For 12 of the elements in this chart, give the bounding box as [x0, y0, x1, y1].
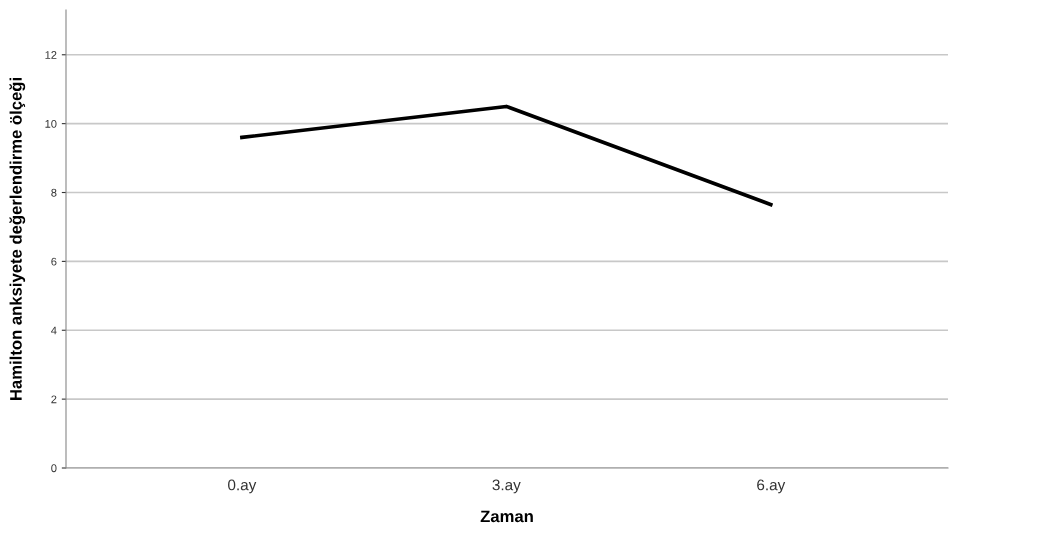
y-axis-title: Hamilton anksiyete değerlendirme ölçeği — [9, 78, 26, 400]
y-tick-label: 6 — [51, 257, 57, 266]
y-tick-label: 12 — [45, 51, 57, 59]
y-tick-label: 4 — [51, 326, 57, 335]
x-axis-title: Zaman — [480, 510, 533, 523]
y-tick-label: 8 — [51, 188, 57, 197]
x-tick-label: 3.ay — [492, 479, 521, 494]
y-tick-label: 10 — [45, 119, 57, 128]
x-tick-label: 6.ay — [757, 479, 786, 494]
x-tick-label: 0.ay — [228, 479, 257, 494]
y-tick-label: 2 — [51, 395, 57, 404]
y-tick-label: 0 — [51, 464, 57, 473]
